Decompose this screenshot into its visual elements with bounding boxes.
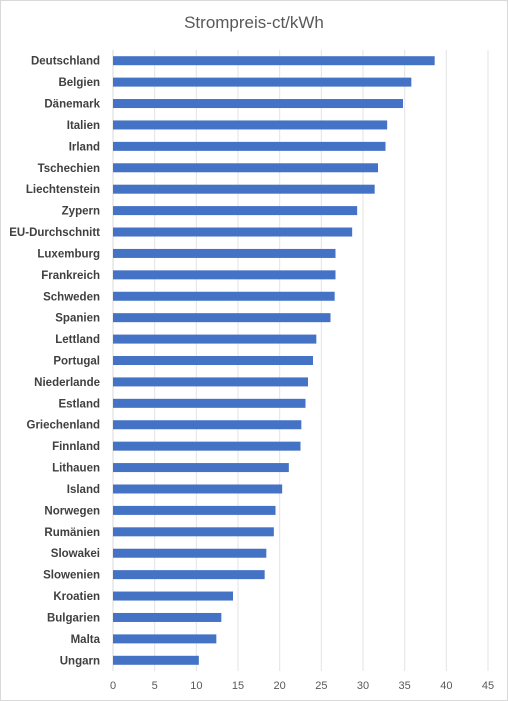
x-tick-label: 15	[232, 680, 244, 692]
category-label: Liechtenstein	[26, 184, 100, 196]
category-label: Italien	[67, 120, 100, 132]
bar	[113, 56, 435, 66]
x-tick-label: 5	[152, 680, 158, 692]
bar	[113, 527, 274, 537]
bar	[113, 612, 222, 622]
bar	[113, 184, 375, 194]
category-label: Kroatien	[53, 591, 100, 603]
bar	[113, 484, 283, 494]
bar	[113, 77, 412, 87]
category-label: Spanien	[55, 313, 100, 325]
bar	[113, 548, 267, 558]
category-label: Schweden	[43, 291, 100, 303]
bar	[113, 441, 301, 451]
x-tick-label: 45	[482, 680, 494, 692]
bar	[113, 270, 336, 280]
bars	[113, 56, 435, 665]
category-label: Griechenland	[27, 420, 101, 432]
category-label: Irland	[69, 141, 100, 153]
category-labels: Deutschland Belgien Dänemark Italien Irland T…	[9, 56, 100, 668]
x-tick-label: 30	[357, 680, 369, 692]
category-label: Slowakei	[51, 548, 100, 560]
category-label: Belgien	[58, 77, 100, 89]
bar	[113, 356, 313, 365]
bar	[113, 377, 308, 387]
bar	[113, 634, 217, 644]
bar	[113, 334, 317, 344]
x-tick-label: 10	[190, 680, 202, 692]
bar	[113, 163, 378, 173]
bar	[113, 570, 265, 580]
category-label: Tschechien	[38, 163, 100, 175]
bar	[113, 141, 386, 151]
category-label: Finnland	[52, 441, 100, 453]
category-label: Lettland	[55, 334, 100, 346]
x-tick-label: 20	[274, 680, 286, 692]
x-tick-labels: 0 5 10 15 20 25 30 35 40 45	[110, 680, 494, 692]
category-label: Lithauen	[52, 463, 100, 475]
bar	[113, 248, 336, 258]
bar	[113, 120, 388, 130]
category-label: Slowenien	[43, 570, 100, 582]
category-label: Portugal	[53, 356, 100, 368]
x-tick-label: 40	[440, 680, 452, 692]
category-label: Island	[67, 484, 100, 496]
bar	[113, 655, 199, 665]
bar	[113, 313, 331, 323]
bar	[113, 206, 358, 216]
category-label: Estland	[58, 398, 100, 410]
category-label: EU-Durchschnitt	[9, 227, 100, 239]
category-label: Norwegen	[44, 505, 100, 517]
x-tick-label: 35	[399, 680, 411, 692]
category-label: Bulgarien	[47, 612, 100, 624]
category-label: Zypern	[62, 206, 100, 218]
bar	[113, 227, 353, 237]
category-label: Deutschland	[31, 56, 100, 68]
category-label: Niederlande	[34, 377, 100, 389]
x-tick-label: 25	[315, 680, 327, 692]
bar	[113, 99, 403, 109]
chart-title: Strompreis-ct/kWh	[184, 13, 324, 32]
bar	[113, 505, 276, 515]
category-label: Frankreich	[41, 270, 100, 282]
category-label: Luxemburg	[37, 248, 100, 260]
category-label: Rumänien	[44, 527, 100, 539]
x-tick-label: 0	[110, 680, 116, 692]
bar	[113, 291, 335, 301]
bar	[113, 463, 289, 473]
category-label: Ungarn	[60, 655, 100, 667]
category-label: Dänemark	[44, 99, 100, 111]
bar	[113, 398, 306, 408]
category-label: Malta	[71, 634, 101, 646]
bar	[113, 591, 233, 601]
bar	[113, 420, 302, 430]
